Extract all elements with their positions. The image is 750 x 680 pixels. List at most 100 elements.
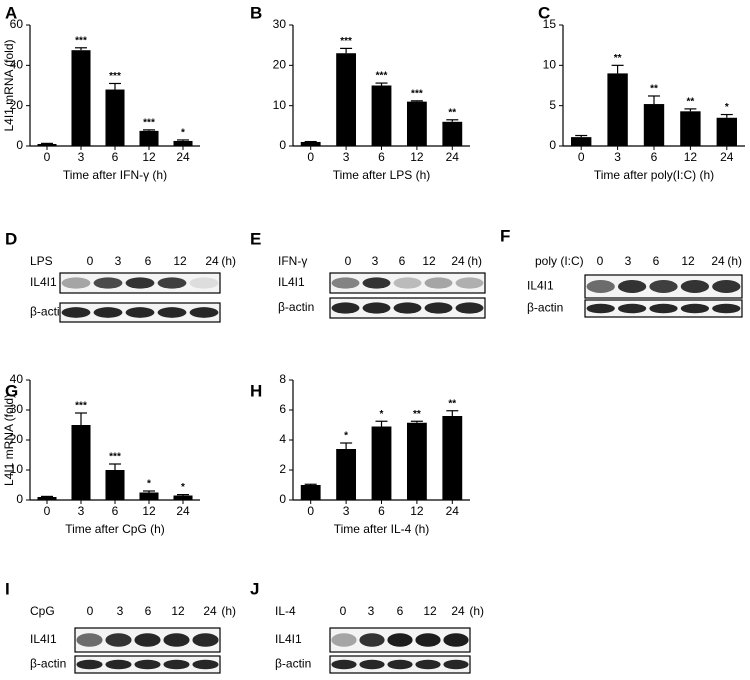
time-label: 6 (145, 254, 152, 268)
blot-band (157, 307, 187, 318)
y-tick-label: 0 (279, 138, 286, 152)
blot-band (331, 659, 357, 670)
y-tick-label: 20 (10, 98, 24, 112)
significance: *** (75, 35, 87, 46)
x-tick-label: 6 (112, 150, 119, 164)
significance: *** (109, 71, 121, 82)
blot-band (134, 659, 161, 670)
blot-band (387, 633, 413, 647)
blot-band (415, 633, 441, 647)
x-tick-label: 12 (142, 150, 156, 164)
x-tick-label: 24 (176, 504, 190, 518)
bar (71, 425, 91, 500)
blot-band (105, 633, 132, 647)
x-tick-label: 3 (614, 150, 621, 164)
blot-band (125, 307, 155, 318)
x-tick-label: 6 (378, 504, 385, 518)
time-label: 12 (171, 604, 185, 618)
bar (406, 101, 427, 146)
panel-letter: H (250, 381, 262, 400)
panel-letter: I (5, 579, 10, 598)
bar (571, 137, 592, 146)
row-label: β-actin (275, 657, 311, 671)
x-tick-label: 24 (176, 150, 190, 164)
time-label: 24 (205, 254, 219, 268)
time-label: 12 (423, 604, 437, 618)
x-tick-label: 12 (684, 150, 698, 164)
panel-letter: D (5, 229, 17, 248)
x-tick-label: 3 (78, 150, 85, 164)
time-label: 24 (451, 254, 465, 268)
bar (716, 117, 737, 146)
blot-band (393, 302, 422, 314)
blot-band (157, 277, 187, 289)
time-label: 0 (597, 254, 604, 268)
significance: *** (143, 118, 155, 129)
time-label: 6 (399, 254, 406, 268)
x-tick-label: 12 (410, 150, 424, 164)
time-label: 12 (173, 254, 187, 268)
time-label: 3 (372, 254, 379, 268)
row-label: IL4I1 (30, 275, 57, 289)
significance: ** (687, 97, 695, 108)
panel-letter: F (500, 226, 510, 245)
bar (607, 73, 628, 146)
blot-band (61, 277, 91, 289)
significance: *** (411, 88, 423, 99)
time-label: 24 (711, 254, 725, 268)
time-label: 3 (115, 254, 122, 268)
time-unit: (h) (221, 604, 236, 618)
bar (680, 111, 701, 146)
time-label: 24 (451, 604, 465, 618)
panel-letter: E (250, 229, 261, 248)
y-tick-label: 0 (279, 492, 286, 506)
significance: *** (109, 452, 121, 463)
time-unit: (h) (469, 604, 484, 618)
bar (300, 141, 321, 146)
x-tick-label: 24 (446, 504, 460, 518)
blot-band (617, 303, 647, 314)
time-label: 0 (87, 254, 94, 268)
blot-band (163, 633, 190, 647)
panel-letter: J (250, 579, 259, 598)
y-tick-label: 5 (549, 98, 556, 112)
bar (442, 121, 463, 146)
panel-letter: B (250, 3, 262, 22)
blot-band (455, 277, 484, 289)
row-label: β-actin (30, 657, 66, 671)
y-tick-label: 10 (10, 462, 24, 476)
x-tick-label: 24 (720, 150, 734, 164)
time-label: 0 (340, 604, 347, 618)
x-tick-label: 6 (651, 150, 658, 164)
blot-band (443, 633, 469, 647)
significance: * (147, 479, 151, 490)
blot-band (125, 277, 155, 289)
time-label: 3 (117, 604, 124, 618)
bar (173, 140, 193, 146)
significance: ** (448, 398, 456, 409)
blot-band (712, 280, 741, 293)
x-tick-label: 3 (78, 504, 85, 518)
time-label: 12 (422, 254, 436, 268)
blot-band (649, 303, 678, 314)
x-tick-label: 0 (578, 150, 585, 164)
y-tick-label: 0 (16, 138, 23, 152)
x-tick-label: 0 (307, 504, 314, 518)
blot-band (680, 303, 710, 314)
x-tick-label: 6 (378, 150, 385, 164)
treatment-label: poly (I:C) (535, 254, 584, 268)
treatment-label: CpG (30, 604, 55, 618)
x-tick-label: 0 (307, 150, 314, 164)
blot-band (189, 277, 219, 289)
bar (105, 89, 125, 146)
bar (336, 449, 357, 500)
significance: *** (376, 71, 388, 82)
y-tick-label: 40 (10, 58, 24, 72)
panel-letter: G (5, 381, 18, 400)
y-tick-label: 30 (10, 402, 24, 416)
x-axis-label: Time after poly(I:C) (h) (594, 168, 714, 182)
significance: * (344, 431, 348, 442)
x-tick-label: 6 (112, 504, 119, 518)
